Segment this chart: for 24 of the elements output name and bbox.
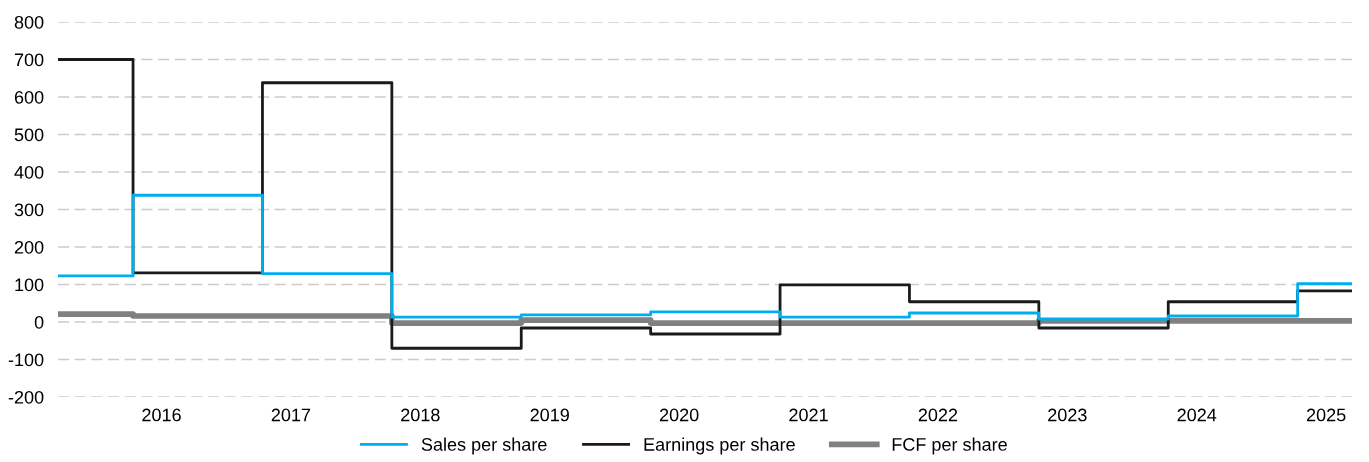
legend-label: Earnings per share	[644, 437, 795, 455]
y-tick-label: 500	[14, 128, 44, 142]
y-tick-label: 600	[14, 90, 44, 104]
x-tick-label: 2019	[530, 408, 569, 422]
y-tick-label: -200	[8, 390, 44, 404]
x-tick-label: 2020	[659, 408, 699, 422]
y-tick-label: -100	[8, 353, 44, 367]
y-tick-label: 300	[14, 203, 44, 217]
y-tick-label: 800	[14, 15, 44, 29]
y-tick-label: 400	[14, 165, 44, 179]
x-tick-label: 2022	[918, 408, 958, 422]
y-tick-label: 700	[14, 53, 44, 67]
y-tick-label: 200	[14, 240, 44, 254]
x-tick-label: 2017	[271, 408, 311, 422]
legend-label: FCF per share	[892, 437, 1007, 455]
y-tick-label: 0	[34, 315, 44, 329]
x-tick-label: 2025	[1306, 408, 1346, 422]
x-tick-label: 2021	[789, 408, 828, 422]
y-tick-label: 100	[15, 278, 44, 292]
x-tick-label: 2016	[142, 408, 181, 422]
legend-label: Sales per share	[421, 437, 547, 455]
x-tick-label: 2023	[1048, 408, 1087, 422]
x-tick-label: 2024	[1177, 408, 1217, 422]
x-tick-label: 2018	[401, 408, 440, 422]
